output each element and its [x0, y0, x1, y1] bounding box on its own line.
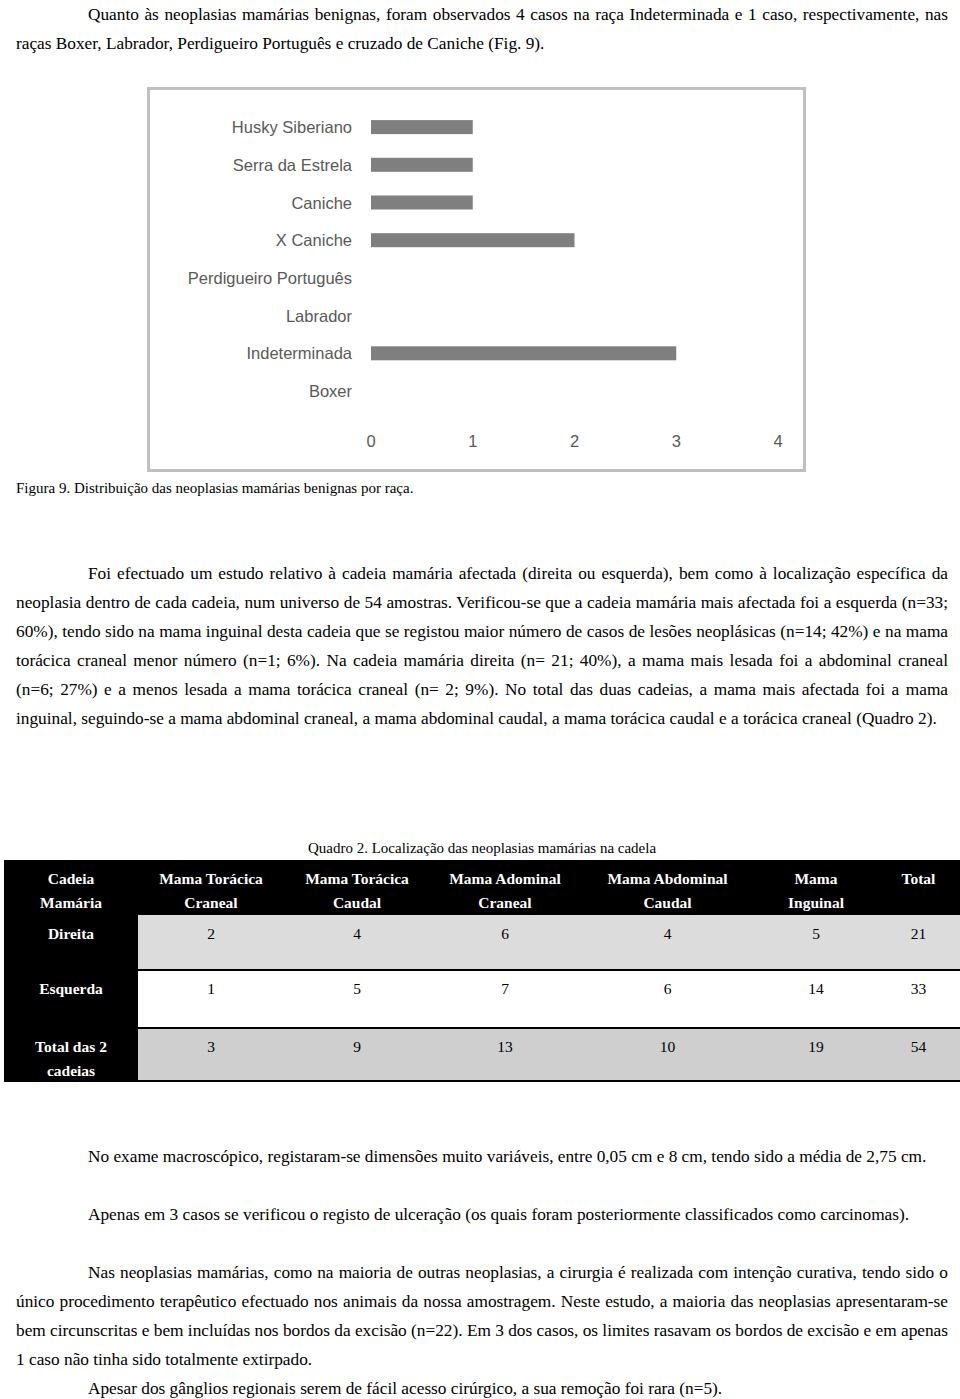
- value-cell: 9: [284, 1028, 430, 1082]
- row-separator: [4, 1027, 960, 1029]
- row-label: Total das 2cadeias: [4, 1028, 138, 1082]
- cell-text: 14: [755, 977, 877, 1001]
- cell-text: Mama Adominal: [430, 867, 580, 891]
- row-separator: [4, 969, 960, 971]
- paragraph: Quanto às neoplasias mamárias benignas, …: [16, 0, 948, 58]
- header-cell: Total: [877, 860, 960, 915]
- cell-text: Mama: [755, 867, 877, 891]
- value-cell: 4: [580, 915, 755, 970]
- cell-text: 5: [284, 977, 430, 1001]
- value-cell: 14: [755, 970, 877, 1028]
- value-cell: 33: [877, 970, 960, 1028]
- cell-text: Craneal: [430, 891, 580, 915]
- category-label: Indeterminada: [247, 344, 353, 362]
- cell-text: 1: [138, 977, 284, 1001]
- cell-text: 21: [877, 922, 960, 946]
- paragraph: Apesar dos gânglios regionais serem de f…: [16, 1374, 948, 1399]
- paragraph: Foi efectuado um estudo relativo à cadei…: [16, 559, 948, 733]
- cell-text: Mama Abdominal: [580, 867, 755, 891]
- value-cell: 10: [580, 1028, 755, 1082]
- category-label: X Caniche: [276, 231, 352, 249]
- cell-text: 5: [755, 922, 877, 946]
- bar: [371, 120, 473, 134]
- value-cell: 21: [877, 915, 960, 970]
- bar: [371, 233, 575, 247]
- category-label: Caniche: [291, 194, 352, 212]
- table-border: [4, 1080, 960, 1082]
- row-label: Esquerda: [4, 970, 138, 1028]
- header-cell: Mama AdominalCraneal: [430, 860, 580, 915]
- bar: [371, 196, 473, 210]
- value-cell: 1: [138, 970, 284, 1028]
- cell-text: Craneal: [138, 891, 284, 915]
- table-caption: Quadro 2. Localização das neoplasias mam…: [308, 840, 656, 857]
- header-cell: Mama TorácicaCraneal: [138, 860, 284, 915]
- tick-label: 0: [366, 432, 375, 450]
- cell-text: 54: [877, 1035, 960, 1059]
- cell-text: Mama Torácica: [138, 867, 284, 891]
- cell-text: Caudal: [580, 891, 755, 915]
- value-cell: 19: [755, 1028, 877, 1082]
- tick-label: 2: [570, 432, 579, 450]
- value-cell: 5: [755, 915, 877, 970]
- header-cell: CadeiaMamária: [4, 860, 138, 915]
- cell-text: Caudal: [284, 891, 430, 915]
- cell-text: Inguinal: [755, 891, 877, 915]
- cell-text: 7: [430, 977, 580, 1001]
- paragraph: Apenas em 3 casos se verificou o registo…: [16, 1200, 948, 1229]
- value-cell: 3: [138, 1028, 284, 1082]
- value-cell: 4: [284, 915, 430, 970]
- bar: [371, 309, 372, 323]
- cell-text: 13: [430, 1035, 580, 1059]
- cell-text: 4: [284, 922, 430, 946]
- cell-text: Total: [877, 867, 960, 891]
- cell-text: Cadeia: [4, 867, 138, 891]
- bars: [371, 120, 676, 360]
- figure-caption: Figura 9. Distribuição das neoplasias ma…: [16, 480, 413, 497]
- cell-text: Total das 2: [4, 1035, 138, 1059]
- value-cell: 5: [284, 970, 430, 1028]
- value-cell: 6: [430, 915, 580, 970]
- cell-text: Mamária: [4, 891, 138, 915]
- cell-text: 10: [580, 1035, 755, 1059]
- page: Quanto às neoplasias mamárias benignas, …: [0, 0, 960, 1399]
- row-label: Direita: [4, 915, 138, 970]
- value-cell: 7: [430, 970, 580, 1028]
- cell-text: Direita: [4, 922, 138, 946]
- cell-text: Mama Torácica: [284, 867, 430, 891]
- header-cell: MamaInguinal: [755, 860, 877, 915]
- tick-label: 3: [672, 432, 681, 450]
- header-cell: Mama AbdominalCaudal: [580, 860, 755, 915]
- value-cell: 2: [138, 915, 284, 970]
- chart-frame: [149, 89, 805, 471]
- cell-text: Esquerda: [4, 977, 138, 1001]
- bar: [371, 158, 473, 172]
- header-cell: Mama TorácicaCaudal: [284, 860, 430, 915]
- bar-chart: Boxer Indeterminada Labrador Perdigueiro Po…: [147, 87, 806, 472]
- paragraph: Nas neoplasias mamárias, como na maioria…: [16, 1258, 948, 1374]
- cell-text: 4: [580, 922, 755, 946]
- cell-text: 2: [138, 922, 284, 946]
- category-label: Boxer: [309, 382, 353, 400]
- category-label: Perdigueiro Português: [188, 269, 352, 287]
- category-label: Husky Siberiano: [232, 118, 352, 136]
- value-cell: 6: [580, 970, 755, 1028]
- cell-text: 33: [877, 977, 960, 1001]
- bar: [371, 384, 372, 398]
- bar: [371, 271, 372, 285]
- cell-text: 6: [580, 977, 755, 1001]
- value-cell: 54: [877, 1028, 960, 1082]
- cell-text: 9: [284, 1035, 430, 1059]
- paragraph: No exame macroscópico, registaram-se dim…: [16, 1142, 948, 1171]
- category-label: Labrador: [286, 307, 353, 325]
- value-cell: 13: [430, 1028, 580, 1082]
- cell-text: 19: [755, 1035, 877, 1059]
- tick-label: 1: [468, 432, 477, 450]
- tick-label: 4: [773, 432, 782, 450]
- cell-text: 6: [430, 922, 580, 946]
- cell-text: 3: [138, 1035, 284, 1059]
- bar: [371, 346, 676, 360]
- category-label: Serra da Estrela: [233, 156, 353, 174]
